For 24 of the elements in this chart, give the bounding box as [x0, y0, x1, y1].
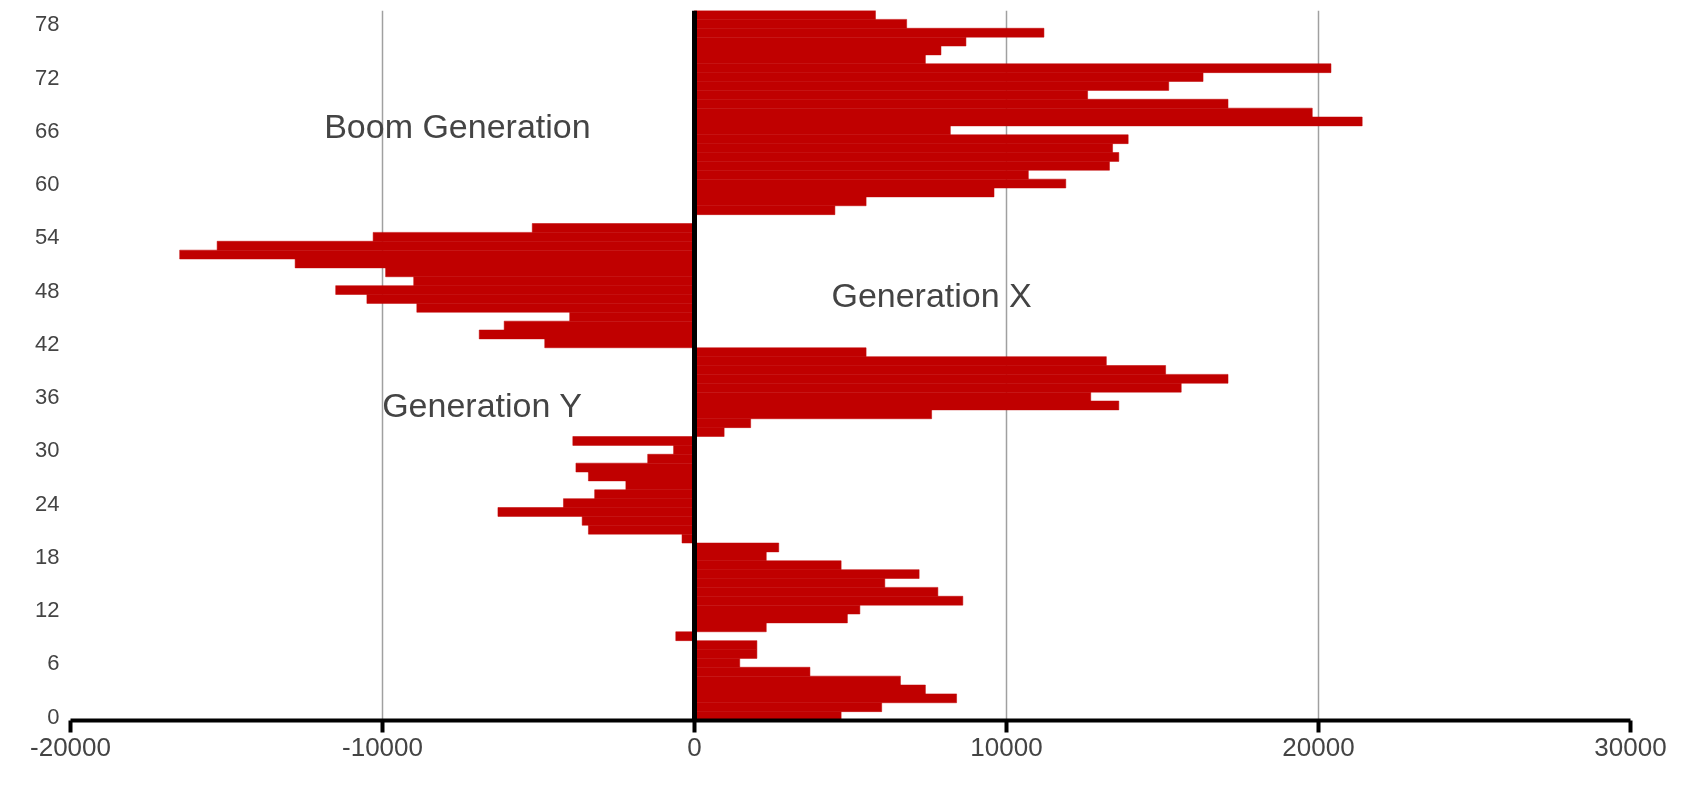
y-tick-label: 18 [35, 543, 60, 569]
annotation: Generation X [831, 275, 1032, 314]
x-tick-label: 0 [687, 731, 702, 762]
x-tick-label: 30000 [1594, 731, 1667, 762]
y-tick-label: 42 [35, 330, 60, 356]
y-tick-label: 30 [35, 437, 60, 463]
y-tick-label: 36 [35, 384, 60, 410]
y-tick-label: 12 [35, 597, 60, 623]
y-tick-label: 54 [35, 224, 60, 250]
y-tick-label: 66 [35, 117, 60, 143]
y-tick-label: 78 [35, 11, 60, 37]
bar [675, 631, 695, 641]
y-tick-label: 6 [47, 650, 60, 676]
y-tick-label: 48 [35, 277, 60, 303]
annotation: Generation Y [382, 386, 582, 425]
annotation: Boom Generation [324, 106, 591, 145]
y-tick-label: 0 [47, 703, 60, 729]
y-tick-label: 60 [35, 171, 60, 197]
x-tick-label: -10000 [342, 731, 423, 762]
x-tick-label: 10000 [970, 731, 1043, 762]
y-tick-label: 24 [35, 490, 60, 516]
x-tick-label: -20000 [30, 731, 111, 762]
y-tick-label: 72 [35, 64, 60, 90]
x-tick-label: 20000 [1282, 731, 1355, 762]
